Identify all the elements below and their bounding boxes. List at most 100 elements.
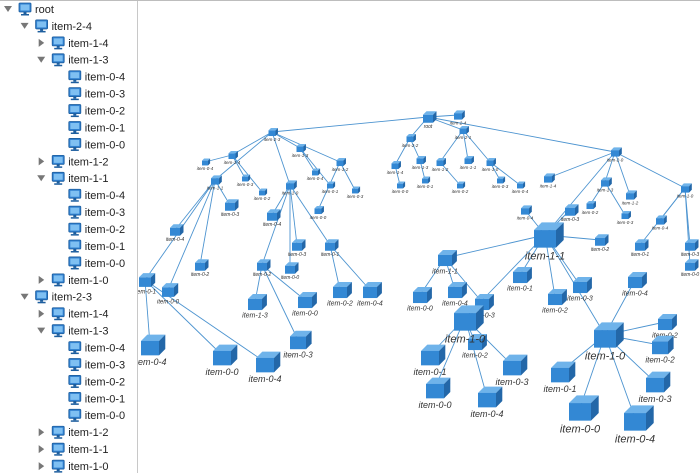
- cube-front[interactable]: [292, 242, 302, 251]
- expander-open[interactable]: [37, 327, 46, 334]
- expander-open[interactable]: [37, 175, 46, 182]
- cube-front[interactable]: [565, 207, 575, 216]
- node-label[interactable]: item-0-3: [283, 351, 313, 360]
- graph-node[interactable]: item-1-3: [292, 143, 309, 158]
- cube-side[interactable]: [277, 209, 281, 221]
- tree-label[interactable]: root: [35, 4, 54, 16]
- cube-front[interactable]: [601, 180, 609, 187]
- graph-node[interactable]: item-0-3: [617, 210, 634, 225]
- cube-front[interactable]: [621, 213, 629, 220]
- cube-top[interactable]: [486, 157, 496, 161]
- node-label[interactable]: item-0-2: [591, 247, 610, 253]
- node-label[interactable]: item-0-1: [321, 252, 340, 258]
- cube-side[interactable]: [318, 168, 321, 176]
- tree-row[interactable]: item-0-2: [68, 104, 125, 118]
- node-label[interactable]: item-0-1: [507, 285, 533, 292]
- cube-top[interactable]: [413, 286, 432, 292]
- cube-front[interactable]: [635, 242, 645, 251]
- cube-front[interactable]: [595, 237, 605, 246]
- graph-node[interactable]: item-0-1: [543, 361, 577, 394]
- cube-front[interactable]: [478, 392, 496, 408]
- node-label[interactable]: item-0-4: [133, 357, 167, 367]
- cube-top[interactable]: [256, 351, 281, 358]
- cube-front[interactable]: [257, 262, 267, 271]
- node-label[interactable]: item-0-4: [517, 215, 534, 220]
- cube-front[interactable]: [242, 176, 248, 182]
- graph-node[interactable]: item-1-1: [525, 222, 565, 262]
- cube-top[interactable]: [363, 281, 382, 287]
- node-label[interactable]: item-0-2: [452, 189, 469, 194]
- cube-side[interactable]: [527, 266, 532, 284]
- cube-side[interactable]: [306, 330, 312, 350]
- node-label[interactable]: item-1-3: [597, 187, 614, 192]
- cube-top[interactable]: [436, 157, 446, 161]
- graph-node[interactable]: item-0-4: [197, 158, 214, 172]
- cube-front[interactable]: [296, 146, 304, 153]
- graph-node[interactable]: item-0-2: [582, 200, 599, 215]
- cube-front[interactable]: [521, 208, 529, 215]
- node-label[interactable]: item-0-3: [617, 220, 634, 225]
- node-label[interactable]: item-1-4: [540, 183, 557, 188]
- cube-front[interactable]: [438, 254, 452, 267]
- cube-front[interactable]: [325, 242, 335, 251]
- cube-side[interactable]: [403, 181, 406, 189]
- tree-label[interactable]: item-0-3: [85, 207, 125, 219]
- cube-side[interactable]: [634, 190, 637, 200]
- cube-side[interactable]: [295, 262, 299, 274]
- node-label[interactable]: item-0-3: [681, 252, 700, 258]
- cube-front[interactable]: [548, 293, 562, 306]
- graph-node[interactable]: root: [423, 111, 437, 130]
- cube-front[interactable]: [285, 265, 295, 274]
- node-label[interactable]: item-0-4: [263, 222, 282, 228]
- tree-row[interactable]: item-0-0: [68, 256, 125, 270]
- cube-top[interactable]: [333, 281, 352, 287]
- node-label[interactable]: item-0-1: [417, 184, 434, 189]
- graph-node[interactable]: item-0-3: [492, 176, 509, 190]
- cube-front[interactable]: [685, 242, 695, 251]
- graph-node[interactable]: item-0-0: [407, 286, 433, 313]
- cube-side[interactable]: [235, 199, 239, 211]
- cube-top[interactable]: [517, 181, 526, 184]
- cube-top[interactable]: [595, 234, 609, 238]
- graph-node[interactable]: item-0-4: [263, 209, 282, 228]
- graph-node[interactable]: item-1-0: [445, 305, 486, 345]
- graph-node[interactable]: item-0-3: [283, 330, 313, 360]
- graph-node[interactable]: item-0-1: [413, 344, 447, 377]
- cube-side[interactable]: [689, 183, 692, 193]
- cube-top[interactable]: [478, 386, 503, 393]
- cube-side[interactable]: [619, 147, 622, 157]
- cube-top[interactable]: [290, 330, 312, 337]
- cube-front[interactable]: [268, 130, 276, 137]
- tree-label[interactable]: item-0-0: [85, 410, 125, 422]
- tree-row[interactable]: item-1-1: [38, 442, 109, 456]
- cube-front[interactable]: [503, 360, 521, 376]
- cube-front[interactable]: [422, 178, 428, 184]
- node-label[interactable]: item-0-2: [254, 196, 271, 201]
- graph-node[interactable]: item-0-4: [615, 405, 655, 445]
- cube-top[interactable]: [551, 361, 576, 368]
- cube-side[interactable]: [569, 361, 576, 383]
- node-label[interactable]: item-2-1: [455, 135, 472, 140]
- expander-closed[interactable]: [38, 428, 45, 437]
- graph-node[interactable]: item-1-4: [387, 160, 404, 175]
- cube-top[interactable]: [646, 371, 671, 378]
- cube-front[interactable]: [195, 262, 205, 271]
- cube-top[interactable]: [626, 190, 637, 194]
- cube-side[interactable]: [575, 204, 579, 216]
- cube-top[interactable]: [454, 305, 484, 314]
- cube-front[interactable]: [202, 160, 208, 166]
- cube-side[interactable]: [347, 281, 352, 299]
- tree-label[interactable]: item-1-3: [68, 55, 108, 67]
- graph-node[interactable]: item-1-3: [412, 155, 429, 170]
- tree-row[interactable]: item-1-2: [38, 154, 109, 168]
- graph-node[interactable]: item-1-0: [282, 180, 299, 195]
- cube-front[interactable]: [475, 298, 489, 311]
- tree-label[interactable]: item-0-4: [85, 72, 125, 84]
- cube-front[interactable]: [497, 178, 503, 184]
- cube-side[interactable]: [248, 174, 251, 182]
- graph-node[interactable]: item-2-3: [264, 127, 281, 142]
- cube-top[interactable]: [268, 127, 278, 131]
- cube-front[interactable]: [454, 113, 462, 120]
- tree-row[interactable]: item-0-2: [68, 375, 125, 388]
- cube-side[interactable]: [294, 180, 297, 190]
